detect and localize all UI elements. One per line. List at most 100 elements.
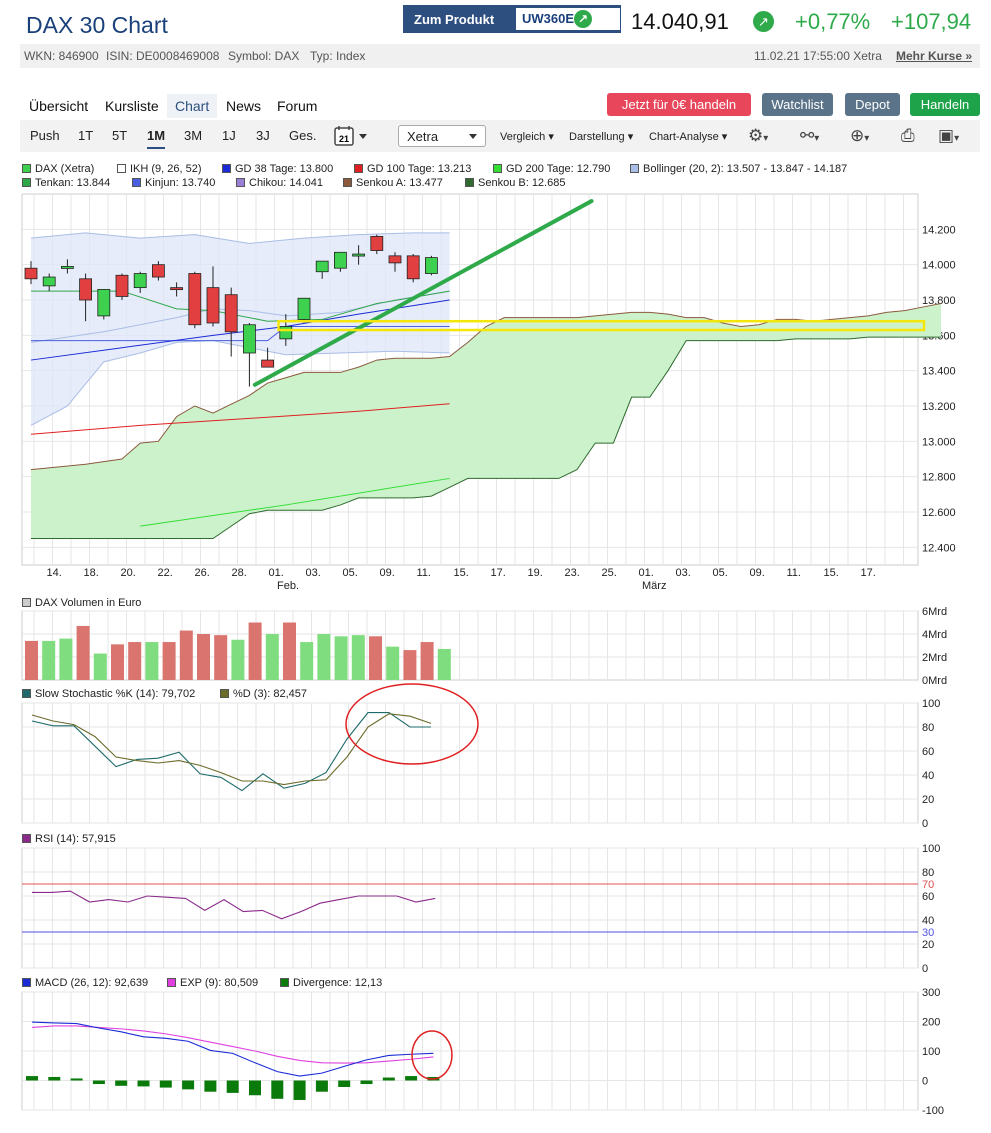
y-tick-label: 6Mrd bbox=[922, 606, 947, 618]
more-quotes-link[interactable]: Mehr Kurse » bbox=[896, 49, 973, 63]
y-tick-label: 0 bbox=[922, 1076, 928, 1088]
y-tick-label: 20 bbox=[922, 939, 934, 951]
trendline bbox=[252, 199, 594, 387]
save-icon[interactable]: ▣▾ bbox=[938, 126, 960, 145]
candle bbox=[79, 278, 92, 301]
divergence-bar bbox=[405, 1076, 418, 1081]
x-tick-label: 01. bbox=[269, 567, 284, 579]
volume-bar bbox=[42, 640, 56, 680]
candle bbox=[42, 276, 56, 287]
divergence-bar bbox=[159, 1080, 172, 1088]
macd-legend-item: EXP (9): 80,509 bbox=[167, 977, 258, 989]
range-ges[interactable]: Ges. bbox=[289, 128, 317, 143]
senkou-b-line bbox=[31, 336, 941, 539]
zoom-icon[interactable]: ⊕▾ bbox=[850, 126, 870, 145]
legend-label: MACD (26, 12): 92,639 bbox=[35, 977, 149, 989]
display-dropdown[interactable]: Darstellung ▾ bbox=[569, 131, 634, 143]
candle bbox=[242, 324, 256, 354]
legend-label: IKH (9, 26, 52) bbox=[130, 163, 202, 175]
x-tick-label: 23. bbox=[565, 567, 580, 579]
y-tick-label: -100 bbox=[922, 1105, 944, 1117]
y-tick-label: 13.200 bbox=[922, 401, 956, 413]
legend-swatch bbox=[354, 164, 363, 173]
divergence-bar bbox=[92, 1080, 105, 1085]
product-code[interactable]: UW360E ↗ bbox=[516, 8, 620, 30]
tab-overview[interactable]: Übersicht bbox=[29, 98, 89, 114]
handeln-button[interactable]: Handeln bbox=[910, 93, 980, 116]
legend-swatch bbox=[22, 689, 31, 698]
y-tick-label: 12.800 bbox=[922, 472, 956, 484]
range-3j[interactable]: 3J bbox=[256, 128, 270, 143]
stoch-line bbox=[31, 713, 432, 786]
legend-label: Senkou B: 12.685 bbox=[478, 177, 566, 189]
volume-bar bbox=[334, 636, 348, 680]
volume-bar bbox=[283, 622, 296, 680]
y-tick-label: 4Mrd bbox=[922, 629, 947, 641]
y-tick-label: 2Mrd bbox=[922, 652, 947, 664]
y-tick-label: 0 bbox=[922, 818, 928, 830]
main-legend-item: Chikou: 14.041 bbox=[236, 177, 323, 189]
legend-label: DAX (Xetra) bbox=[35, 163, 95, 175]
legend-swatch bbox=[343, 178, 352, 187]
tab-chart[interactable]: Chart bbox=[167, 94, 218, 118]
volume-bar bbox=[162, 642, 176, 680]
legend-swatch bbox=[236, 178, 245, 187]
calendar-icon[interactable]: 21 bbox=[334, 125, 370, 152]
candle bbox=[115, 274, 129, 297]
volume-bar bbox=[59, 638, 73, 680]
x-tick-label: 19. bbox=[528, 567, 543, 579]
tab-forum[interactable]: Forum bbox=[277, 98, 318, 114]
legend-swatch bbox=[132, 178, 141, 187]
legend-swatch bbox=[465, 178, 474, 187]
range-1m[interactable]: 1M bbox=[147, 128, 166, 149]
x-tick-label: 14. bbox=[47, 567, 62, 579]
x-tick-label: 25. bbox=[602, 567, 617, 579]
y-tick-label: 20 bbox=[922, 794, 934, 806]
exchange-select[interactable]: Xetra bbox=[398, 125, 486, 147]
display-label: Darstellung bbox=[569, 131, 625, 143]
x-tick-label: 15. bbox=[824, 567, 839, 579]
legend-label: %D (3): 82,457 bbox=[233, 688, 307, 700]
depot-button[interactable]: Depot bbox=[845, 93, 900, 116]
product-label: Zum Produkt bbox=[414, 12, 495, 27]
range-push[interactable]: Push bbox=[30, 128, 60, 143]
tab-news[interactable]: News bbox=[226, 98, 262, 114]
compare-dropdown[interactable]: Vergleich ▾ bbox=[500, 131, 554, 143]
range-1t[interactable]: 1T bbox=[78, 128, 94, 143]
legend-label: Senkou A: 13.477 bbox=[356, 177, 443, 189]
range-3m[interactable]: 3M bbox=[184, 128, 203, 143]
volume-legend: DAX Volumen in Euro bbox=[22, 597, 141, 609]
legend-label: Slow Stochastic %K (14): 79,702 bbox=[35, 688, 196, 700]
divergence-bar bbox=[249, 1080, 261, 1096]
legend-swatch bbox=[222, 164, 231, 173]
volume-bar bbox=[93, 653, 107, 680]
watchlist-button[interactable]: Watchlist bbox=[762, 93, 833, 116]
indicators-icon[interactable]: ⚯▾ bbox=[800, 126, 820, 145]
legend-swatch bbox=[22, 834, 31, 843]
legend-label: Kinjun: 13.740 bbox=[145, 177, 216, 189]
volume-bar bbox=[25, 640, 38, 680]
calendar-day: 21 bbox=[339, 134, 349, 144]
volume-bar bbox=[369, 636, 382, 680]
symbol: Symbol: DAX bbox=[228, 49, 300, 63]
gear-icon[interactable]: ⚙▾ bbox=[748, 126, 769, 145]
analysis-dropdown[interactable]: Chart-Analyse ▾ bbox=[649, 131, 728, 143]
x-tick-label: 17. bbox=[491, 567, 506, 579]
print-icon[interactable]: ⎙ bbox=[901, 126, 915, 145]
divergence-bar bbox=[48, 1076, 61, 1081]
product-button[interactable]: Zum Produkt UW360E ↗ bbox=[403, 5, 621, 33]
main-legend-item: Senkou A: 13.477 bbox=[343, 177, 443, 189]
tab-kursliste[interactable]: Kursliste bbox=[105, 98, 159, 114]
range-1j[interactable]: 1J bbox=[222, 128, 236, 143]
panel-frame bbox=[21, 193, 919, 566]
volume-bar bbox=[300, 642, 314, 680]
candle bbox=[206, 287, 220, 324]
rsi-legend-item: RSI (14): 57,915 bbox=[22, 833, 116, 845]
exchange-value: Xetra bbox=[407, 129, 439, 144]
meta-bar: WKN: 846900 ISIN: DE0008469008 Symbol: D… bbox=[20, 44, 980, 68]
trade-free-button[interactable]: Jetzt für 0€ handeln bbox=[607, 93, 751, 116]
legend-label: RSI (14): 57,915 bbox=[35, 833, 116, 845]
volume-bar bbox=[128, 642, 142, 680]
range-5t[interactable]: 5T bbox=[112, 128, 128, 143]
rsi-line bbox=[32, 890, 436, 920]
